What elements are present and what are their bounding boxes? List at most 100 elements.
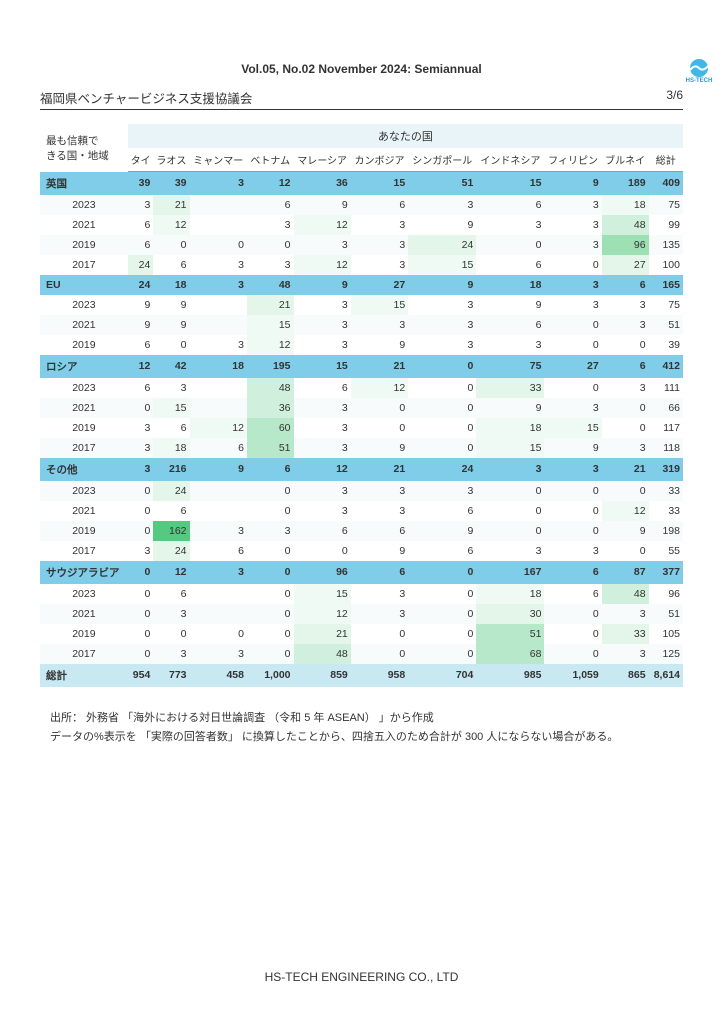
data-cell: 6 <box>294 378 351 398</box>
data-cell: 33 <box>649 501 683 521</box>
data-cell: 9 <box>408 521 476 541</box>
column-header: カンボジア <box>351 148 408 172</box>
year-label: 2021 <box>40 501 128 521</box>
data-cell: 9 <box>351 335 408 355</box>
data-cell: 6 <box>153 501 189 521</box>
data-cell: 6 <box>128 335 154 355</box>
data-cell: 15 <box>476 438 544 458</box>
data-cell: 9 <box>351 541 408 561</box>
data-cell: 3 <box>351 604 408 624</box>
data-cell: 3 <box>408 195 476 215</box>
data-cell: 3 <box>294 418 351 438</box>
year-label: 2023 <box>40 295 128 315</box>
group-total-cell: 21 <box>351 355 408 378</box>
data-row: 201936126030018150117 <box>40 418 683 438</box>
data-cell: 12 <box>190 418 247 438</box>
year-label: 2017 <box>40 438 128 458</box>
data-cell: 6 <box>544 584 601 604</box>
column-header: タイ <box>128 148 154 172</box>
corner-header: 最も信頼で きる国・地域 <box>40 124 128 172</box>
data-cell: 0 <box>602 335 649 355</box>
group-total-cell: 12 <box>294 458 351 481</box>
data-cell: 6 <box>128 378 154 398</box>
data-cell: 3 <box>190 644 247 664</box>
column-header: 総計 <box>649 148 683 172</box>
group-total-cell: 18 <box>190 355 247 378</box>
data-row: 2021060336001233 <box>40 501 683 521</box>
data-cell: 3 <box>544 215 601 235</box>
group-total-cell: 12 <box>153 561 189 584</box>
grand-total-cell: 1,059 <box>544 664 601 687</box>
data-cell: 6 <box>476 195 544 215</box>
data-cell: 3 <box>190 335 247 355</box>
data-cell: 9 <box>153 315 189 335</box>
group-total-cell: 75 <box>476 355 544 378</box>
group-total-cell: 18 <box>153 275 189 295</box>
data-cell: 21 <box>294 624 351 644</box>
group-total-cell: 39 <box>128 172 154 195</box>
group-total-cell: 27 <box>544 355 601 378</box>
data-cell: 0 <box>544 255 601 275</box>
note-line-1: 出所： 外務省 「海外における対日世論調査 （令和 5 年 ASEAN） 」から… <box>50 709 683 729</box>
grand-total-cell: 954 <box>128 664 154 687</box>
data-cell <box>190 195 247 215</box>
data-cell: 0 <box>408 418 476 438</box>
data-cell: 9 <box>128 315 154 335</box>
year-label: 2017 <box>40 255 128 275</box>
data-cell: 6 <box>153 255 189 275</box>
data-cell: 6 <box>408 501 476 521</box>
data-cell: 96 <box>602 235 649 255</box>
year-label: 2021 <box>40 215 128 235</box>
group-total-cell: 9 <box>190 458 247 481</box>
data-cell: 48 <box>247 378 294 398</box>
grand-total-cell: 704 <box>408 664 476 687</box>
data-cell: 3 <box>544 295 601 315</box>
data-cell: 0 <box>408 378 476 398</box>
year-label: 2019 <box>40 521 128 541</box>
grand-total-cell: 8,614 <box>649 664 683 687</box>
data-cell: 0 <box>190 624 247 644</box>
group-label: EU <box>40 275 128 295</box>
data-cell: 0 <box>128 481 154 501</box>
org-name: 福岡県ベンチャービジネス支援協議会 <box>40 88 252 107</box>
data-cell: 3 <box>351 235 408 255</box>
group-total-cell: 0 <box>408 355 476 378</box>
data-cell: 30 <box>476 604 544 624</box>
data-row: 2021991533360351 <box>40 315 683 335</box>
data-cell: 6 <box>247 195 294 215</box>
data-cell: 3 <box>544 235 601 255</box>
data-row: 20196031239330039 <box>40 335 683 355</box>
logo-text: HS-TECH <box>686 78 713 84</box>
data-cell: 0 <box>476 521 544 541</box>
group-total-cell: 12 <box>128 355 154 378</box>
data-cell: 3 <box>351 501 408 521</box>
data-cell: 9 <box>128 295 154 315</box>
data-cell: 3 <box>294 438 351 458</box>
group-total-cell: 165 <box>649 275 683 295</box>
data-cell: 3 <box>294 501 351 521</box>
group-total-cell: 189 <box>602 172 649 195</box>
data-cell: 6 <box>476 315 544 335</box>
group-total-cell: 3 <box>476 458 544 481</box>
source-notes: 出所： 外務省 「海外における対日世論調査 （令和 5 年 ASEAN） 」から… <box>40 709 683 749</box>
group-total-cell: 18 <box>476 275 544 295</box>
data-cell: 15 <box>153 398 189 418</box>
data-row: 20210301230300351 <box>40 604 683 624</box>
data-cell: 0 <box>544 378 601 398</box>
data-cell: 3 <box>153 378 189 398</box>
group-total-cell: 24 <box>128 275 154 295</box>
group-total-cell: 409 <box>649 172 683 195</box>
data-cell: 0 <box>408 624 476 644</box>
data-cell: 3 <box>544 398 601 418</box>
year-label: 2019 <box>40 235 128 255</box>
data-cell <box>190 378 247 398</box>
data-cell: 15 <box>294 584 351 604</box>
volume-header: Vol.05, No.02 November 2024: Semiannual <box>40 62 683 76</box>
data-row: 2019016233669009198 <box>40 521 683 541</box>
data-cell: 0 <box>351 624 408 644</box>
data-cell: 3 <box>153 644 189 664</box>
grand-total-row: 総計9547734581,0008599587049851,0598658,61… <box>40 664 683 687</box>
data-cell: 0 <box>602 541 649 561</box>
data-cell: 125 <box>649 644 683 664</box>
data-cell: 18 <box>602 195 649 215</box>
